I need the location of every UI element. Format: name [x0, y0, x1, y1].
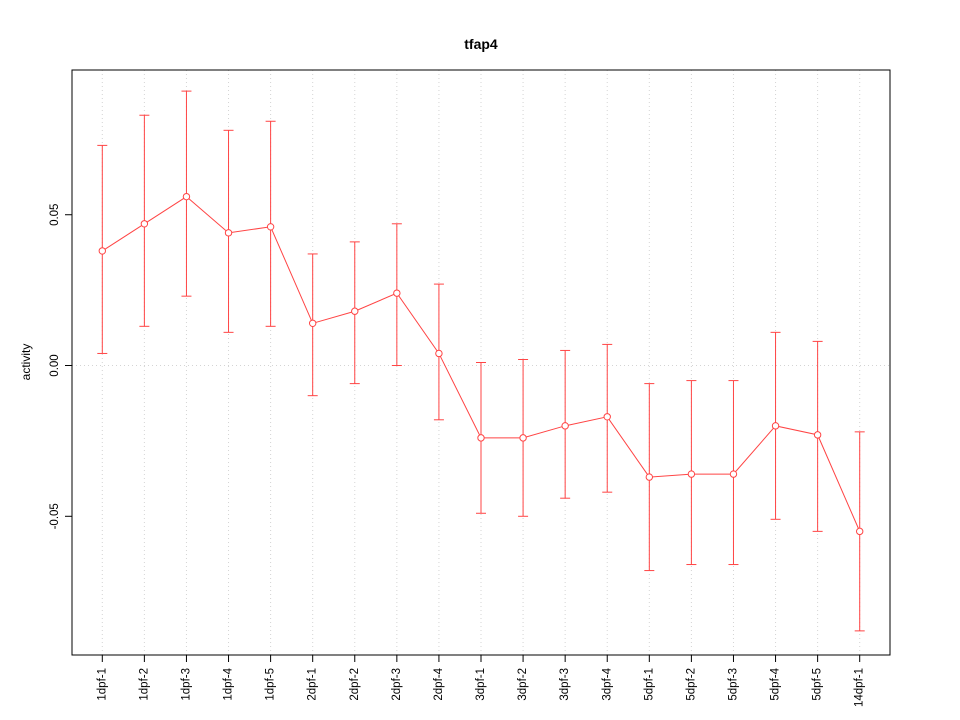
- x-tick-label: 3dpf-1: [475, 668, 487, 701]
- data-point: [308, 319, 317, 327]
- data-point: [687, 470, 696, 478]
- x-tick-label: 1dpf-2: [138, 668, 150, 701]
- x-tick-label: 3dpf-4: [601, 667, 613, 700]
- data-point: [393, 289, 401, 297]
- data-point: [477, 434, 485, 442]
- chart-title: tfap4: [464, 36, 498, 52]
- data-point: [224, 229, 233, 237]
- x-tick-label: 5dpf-2: [685, 668, 697, 701]
- x-tick-label: 3dpf-3: [559, 668, 571, 701]
- x-tick-label: 1dpf-4: [223, 667, 235, 700]
- y-tick-label: -0.05: [49, 503, 61, 529]
- data-point: [603, 413, 611, 421]
- x-tick-label: 5dpf-5: [812, 668, 824, 701]
- x-tick-label: 3dpf-2: [517, 668, 529, 701]
- x-tick-label: 1dpf-3: [180, 668, 192, 701]
- x-tick-label: 2dpf-1: [307, 668, 319, 701]
- x-tick-label: 5dpf-3: [728, 668, 740, 701]
- y-tick-label: 0.00: [49, 354, 61, 376]
- data-point: [266, 223, 275, 231]
- x-tick-label: 2dpf-4: [433, 667, 445, 700]
- data-point: [729, 470, 738, 478]
- x-tick-label: 14dpf-1: [854, 668, 866, 707]
- data-point: [519, 434, 527, 442]
- x-tick-label: 5dpf-4: [770, 667, 782, 700]
- data-point: [645, 473, 654, 481]
- y-tick-label: 0.05: [49, 204, 61, 226]
- x-tick-label: 1dpf-5: [265, 668, 277, 701]
- y-axis-title: activity: [19, 343, 33, 381]
- x-tick-label: 2dpf-3: [391, 668, 403, 701]
- x-tick-label: 5dpf-1: [643, 668, 655, 701]
- data-point: [182, 192, 191, 201]
- data-point: [435, 349, 443, 358]
- x-tick-label: 2dpf-2: [349, 668, 361, 701]
- data-point: [351, 307, 359, 315]
- data-point: [813, 431, 822, 439]
- data-point: [856, 527, 864, 536]
- data-point: [98, 247, 106, 255]
- data-point: [771, 422, 780, 430]
- data-point: [140, 220, 149, 228]
- x-tick-label: 1dpf-1: [96, 668, 108, 701]
- data-point: [561, 422, 569, 430]
